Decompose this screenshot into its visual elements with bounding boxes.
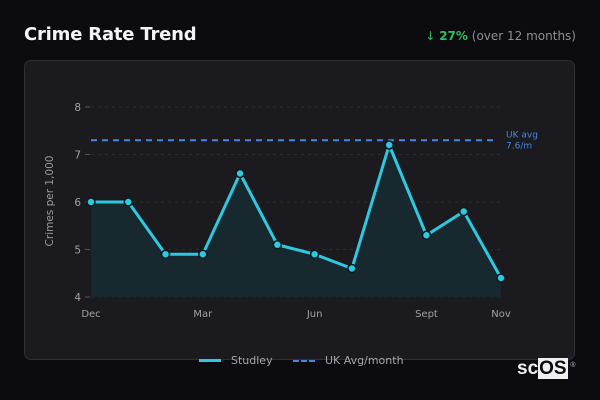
x-tick-label: Dec	[81, 309, 100, 320]
scos-logo: scOS ®	[517, 358, 576, 379]
data-point[interactable]	[198, 249, 208, 259]
page-title: Crime Rate Trend	[24, 24, 197, 45]
data-point[interactable]	[496, 273, 506, 283]
series-data-points	[86, 140, 506, 283]
legend-item-studley[interactable]: Studley	[199, 354, 273, 367]
series-area-fill	[91, 145, 501, 297]
x-tick-label: Sept	[415, 309, 438, 320]
legend-label-uk-average: UK Avg/month	[325, 354, 404, 367]
reference-annotation-line2: 7.6/m	[506, 141, 532, 151]
data-point[interactable]	[86, 197, 96, 207]
y-tick-label: 7	[74, 150, 81, 162]
trend-summary: ↓ 27% (over 12 months)	[425, 29, 576, 43]
data-point[interactable]	[421, 230, 432, 240]
y-tick-label: 5	[74, 245, 81, 257]
x-axis: Dec Mar Jun Sept Nov	[81, 309, 511, 320]
y-tick-label: 6	[74, 197, 81, 209]
data-point[interactable]	[272, 240, 283, 250]
legend-dashed-line-icon	[293, 359, 315, 362]
logo-os-text: OS	[538, 358, 568, 379]
data-point[interactable]	[458, 206, 469, 217]
x-tick-label: Jun	[306, 309, 323, 320]
data-point[interactable]	[235, 168, 245, 179]
x-tick-label: Nov	[491, 309, 511, 320]
x-tick-label: Mar	[193, 309, 213, 320]
reference-annotation-line1: UK avg	[506, 130, 538, 140]
y-tick-label: 8	[74, 102, 81, 114]
trend-percentage: 27%	[439, 29, 468, 43]
legend-item-uk-average[interactable]: UK Avg/month	[293, 354, 404, 367]
registered-mark-icon: ®	[570, 362, 576, 369]
data-point[interactable]	[160, 249, 171, 259]
logo-sc-text: sc	[517, 358, 539, 379]
trend-period: (over 12 months)	[471, 29, 576, 43]
trend-down-arrow-icon: ↓	[425, 29, 436, 43]
chart-legend: Studley UK Avg/month	[0, 354, 600, 370]
data-point[interactable]	[123, 197, 134, 207]
y-axis: 4 5 6 7 8	[74, 102, 90, 304]
data-point[interactable]	[347, 263, 357, 274]
data-point[interactable]	[384, 140, 394, 150]
data-point[interactable]	[309, 249, 320, 259]
legend-label-studley: Studley	[231, 354, 273, 367]
legend-solid-line-icon	[199, 359, 221, 362]
series-line-studley	[91, 143, 503, 279]
y-axis-label: Crimes per 1,000	[44, 156, 56, 247]
y-tick-label: 4	[74, 292, 81, 304]
